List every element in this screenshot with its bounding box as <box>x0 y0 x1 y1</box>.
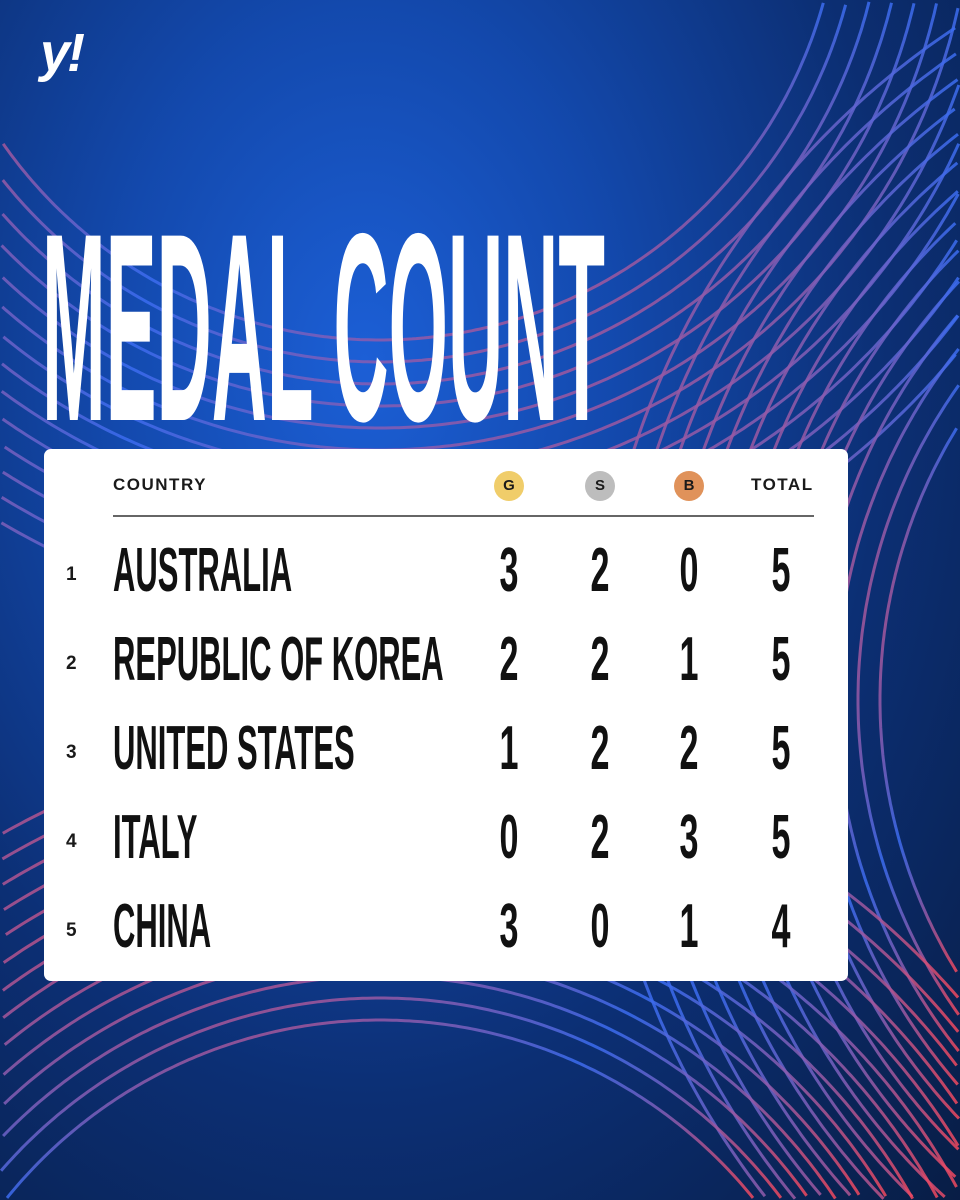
curve-line-bottom <box>0 996 783 1199</box>
silver-count: 2 <box>590 803 610 872</box>
curve-line-top <box>1 2 825 342</box>
gold-count: 0 <box>499 803 519 872</box>
total-count: 4 <box>771 892 791 961</box>
silver-count: 2 <box>590 536 610 605</box>
bronze-medal-icon: B <box>674 471 704 501</box>
country-name: AUSTRALIA <box>113 536 293 605</box>
total-count: 5 <box>771 625 791 694</box>
rank: 4 <box>66 831 77 852</box>
bronze-count: 0 <box>679 536 699 605</box>
curve-line-right <box>878 427 958 973</box>
silver-count: 2 <box>590 714 610 783</box>
bronze-count: 1 <box>679 892 699 961</box>
curve-line-bottom <box>2 974 808 1197</box>
curve-line-top <box>0 2 893 408</box>
total-count: 5 <box>771 714 791 783</box>
rank: 1 <box>66 564 77 585</box>
table-row: 4 ITALY 0 2 3 5 <box>44 807 848 871</box>
gold-count: 3 <box>499 536 519 605</box>
table-row: 5 CHINA 3 0 1 4 <box>44 896 848 960</box>
curve-line-top <box>2 7 960 474</box>
gold-count: 1 <box>499 714 519 783</box>
curve-line-top <box>1 4 848 364</box>
rank: 3 <box>66 742 77 763</box>
rank: 5 <box>66 920 77 941</box>
silver-medal-icon: S <box>585 471 615 501</box>
total-count: 5 <box>771 803 791 872</box>
curve-line-top <box>1 2 916 430</box>
curve-line-bottom <box>5 1018 755 1199</box>
bronze-count: 1 <box>679 625 699 694</box>
yahoo-logo: y! <box>40 23 85 83</box>
bronze-count: 2 <box>679 714 699 783</box>
bronze-count: 3 <box>679 803 699 872</box>
table-row: 2 REPUBLIC OF KOREA 2 2 1 5 <box>44 629 848 693</box>
gold-medal-icon: G <box>494 471 524 501</box>
curve-line-right <box>856 384 960 1016</box>
curve-line-top <box>1 3 938 452</box>
country-name: CHINA <box>113 892 212 961</box>
total-count: 5 <box>771 536 791 605</box>
silver-count: 2 <box>590 625 610 694</box>
country-name: ITALY <box>113 803 198 872</box>
page-title-wrapper: MEDAL COUNT <box>42 200 605 430</box>
rank: 2 <box>66 653 77 674</box>
table-row: 1 AUSTRALIA 3 2 0 5 <box>44 540 848 604</box>
country-name: UNITED STATES <box>113 714 355 783</box>
header-divider <box>113 515 814 517</box>
header-total: TOTAL <box>751 475 814 494</box>
gold-count: 2 <box>499 625 519 694</box>
silver-count: 0 <box>590 892 610 961</box>
country-name: REPUBLIC OF KOREA <box>113 625 444 694</box>
table-row: 3 UNITED STATES 1 2 2 5 <box>44 718 848 782</box>
gold-count: 3 <box>499 892 519 961</box>
page-title: MEDAL COUNT <box>42 200 605 430</box>
header-country: COUNTRY <box>113 475 207 494</box>
